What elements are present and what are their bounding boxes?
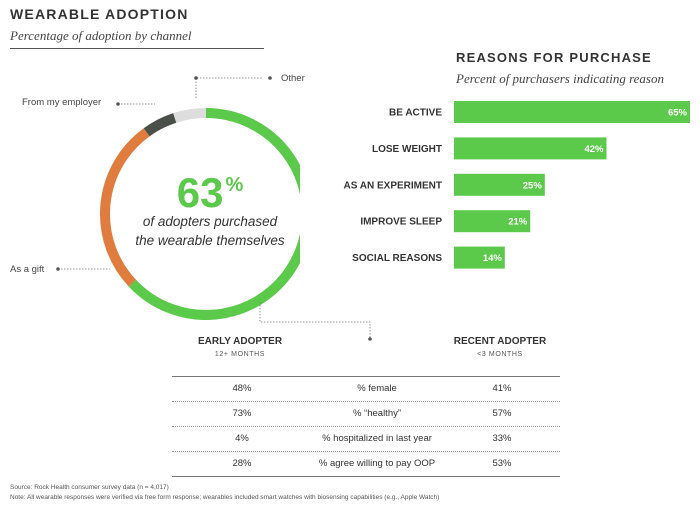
table-row: 73% % “healthy” 57% xyxy=(172,401,560,426)
dot-other xyxy=(194,76,198,80)
metric-label: % hospitalized in last year xyxy=(322,433,432,444)
bar-value-label: 65% xyxy=(668,108,688,119)
donut-slice-as-a-gift xyxy=(100,128,150,287)
title-divider xyxy=(10,48,264,49)
chart-subtitle: Percentage of adoption by channel xyxy=(10,28,192,43)
early-value: 48% xyxy=(232,383,252,394)
donut-slice-other xyxy=(173,108,207,123)
bar xyxy=(454,137,607,160)
label-gift: As a gift xyxy=(10,264,45,275)
bar xyxy=(454,173,545,196)
comparison-table: 48% % female 41% 73% % “healthy” 57% 4% … xyxy=(172,376,560,477)
donut-caption: of adopters purchased the wearable thems… xyxy=(120,212,300,250)
donut-slice-self-purchased xyxy=(128,108,300,320)
bar-value-label: 42% xyxy=(584,144,604,155)
bar xyxy=(454,210,531,233)
comparison-connector xyxy=(259,302,372,341)
chart-title: WEARABLE ADOPTION xyxy=(10,6,189,22)
early-value: 73% xyxy=(232,408,252,419)
recent-value: 33% xyxy=(492,433,512,444)
big-percentage: 63% xyxy=(155,162,265,216)
early-adopter-subheading: 12+ MONTHS xyxy=(214,351,266,358)
dot-gift xyxy=(56,267,60,271)
dot-employer xyxy=(116,102,120,106)
metric-label: % agree willing to pay OOP xyxy=(318,458,436,469)
donut-slice-from-my-employer xyxy=(143,113,177,137)
bar-category-label: AS AN EXPERIMENT xyxy=(343,180,442,191)
caption-line-1: of adopters purchased xyxy=(142,214,278,229)
leader-other xyxy=(195,77,262,98)
reasons-subtitle: Percent of purchasers indicating reason xyxy=(456,71,664,86)
big-percentage-unit: % xyxy=(225,174,244,196)
reasons-bar-chart: BE ACTIVE 65% LOSE WEIGHT 42% AS AN EXPERIME… xyxy=(343,101,690,269)
early-adopter-heading: EARLY ADOPTER xyxy=(197,336,283,347)
bar xyxy=(454,101,690,123)
early-value: 4% xyxy=(235,433,249,444)
reasons-title: REASONS FOR PURCHASE xyxy=(456,50,652,65)
dot-other-end xyxy=(268,76,272,80)
bar-value-label: 21% xyxy=(508,217,528,228)
recent-value: 57% xyxy=(492,408,512,419)
bar-category-label: IMPROVE SLEEP xyxy=(360,217,442,228)
bar-value-label: 14% xyxy=(483,253,503,264)
early-value: 28% xyxy=(232,458,252,469)
recent-adopter-heading: RECENT ADOPTER xyxy=(453,336,547,347)
metric-label: % female xyxy=(357,383,397,394)
bar-category-label: SOCIAL REASONS xyxy=(352,253,442,264)
label-employer: From my employer xyxy=(22,97,102,108)
metric-label: % “healthy” xyxy=(352,408,402,419)
bar-category-label: BE ACTIVE xyxy=(389,108,442,119)
table-row: 4% % hospitalized in last year 33% xyxy=(172,426,560,451)
recent-value: 53% xyxy=(492,458,512,469)
big-percentage-value: 63 xyxy=(176,169,224,216)
recent-value: 41% xyxy=(492,383,512,394)
caption-line-2: the wearable themselves xyxy=(135,233,285,248)
recent-adopter-subheading: <3 MONTHS xyxy=(477,351,523,358)
footnote: Note: All wearable responses were verifi… xyxy=(10,494,440,501)
adoption-donut-chart xyxy=(56,76,300,320)
bar-value-label: 25% xyxy=(523,180,543,191)
source-note: Source: Rock Health consumer survey data… xyxy=(10,484,169,491)
bar xyxy=(454,246,505,269)
bar-category-label: LOSE WEIGHT xyxy=(372,144,442,155)
label-other: Other xyxy=(281,73,305,84)
table-row: 28% % agree willing to pay OOP 53% xyxy=(172,451,560,477)
table-row: 48% % female 41% xyxy=(172,376,560,401)
